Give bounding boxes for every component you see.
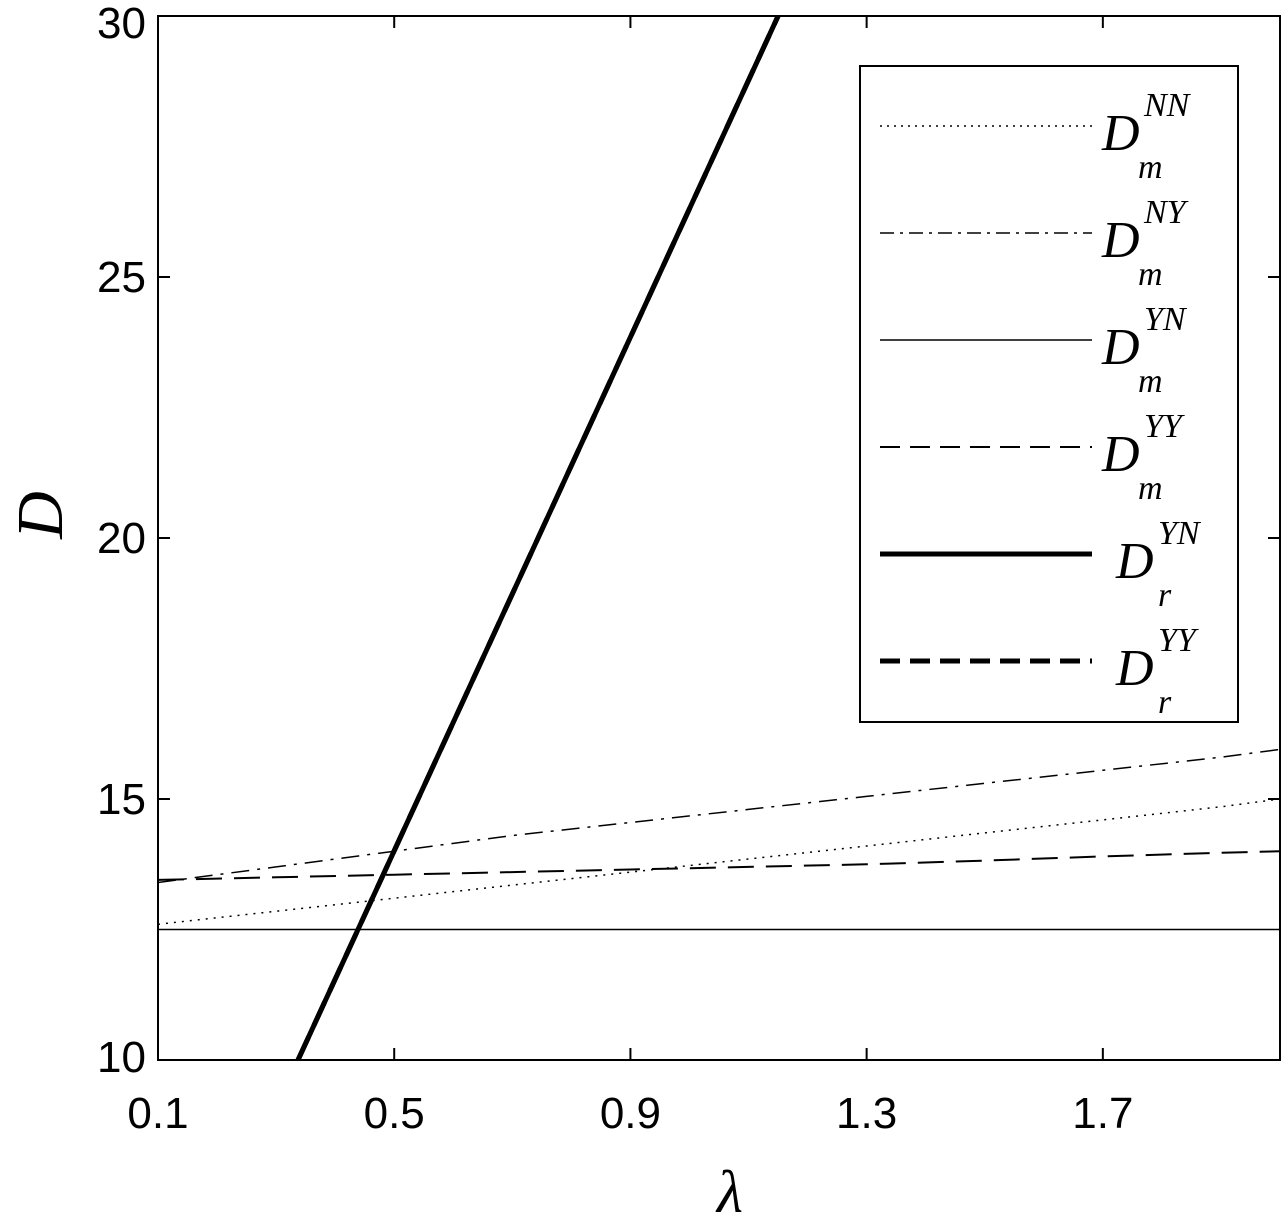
legend-subscript: r (1158, 684, 1172, 721)
tick-labels: 0.1 0.5 0.9 1.3 1.7 10 15 20 25 30 (97, 0, 1133, 1138)
x-tick-label: 0.1 (127, 1089, 188, 1138)
y-tick-label: 20 (97, 514, 146, 563)
legend-subscript: r (1158, 577, 1172, 614)
legend-subscript: m (1138, 470, 1163, 507)
legend-symbol: D (1115, 640, 1154, 697)
legend-symbol: D (1101, 319, 1140, 376)
y-tick-label: 25 (97, 253, 146, 302)
x-tick-label: 0.5 (364, 1089, 425, 1138)
series-layer (158, 16, 1280, 1060)
y-tick-label: 30 (97, 0, 146, 48)
legend-subscript: m (1138, 363, 1163, 400)
legend-superscript: YY (1144, 408, 1185, 445)
y-tick-label: 10 (97, 1033, 146, 1082)
x-axis-label: λ (715, 1159, 743, 1224)
legend-box (859, 65, 1239, 723)
series-line-1 (158, 748, 1280, 884)
y-tick-label: 15 (97, 775, 146, 824)
legend-symbol: D (1101, 426, 1140, 483)
y-axis-label: D (4, 491, 77, 540)
legend-superscript: NN (1143, 87, 1192, 124)
series-line-5 (295, 16, 781, 1060)
legend-symbol: D (1101, 212, 1140, 269)
legend-superscript: YY (1158, 622, 1199, 659)
x-tick-label: 1.3 (836, 1089, 897, 1138)
legend-symbol: D (1101, 105, 1140, 162)
axis-ticks (157, 15, 1280, 1061)
series-line-3 (158, 850, 1280, 881)
x-tick-label: 1.7 (1072, 1089, 1133, 1138)
series-line-0 (158, 798, 1280, 926)
legend-superscript: NY (1143, 194, 1189, 231)
legend-superscript: YN (1158, 515, 1202, 552)
legend-subscript: m (1138, 256, 1163, 293)
x-tick-label: 0.9 (600, 1089, 661, 1138)
legend-symbol: D (1115, 533, 1154, 590)
legend-subscript: m (1138, 149, 1163, 186)
legend-superscript: YN (1144, 301, 1188, 338)
